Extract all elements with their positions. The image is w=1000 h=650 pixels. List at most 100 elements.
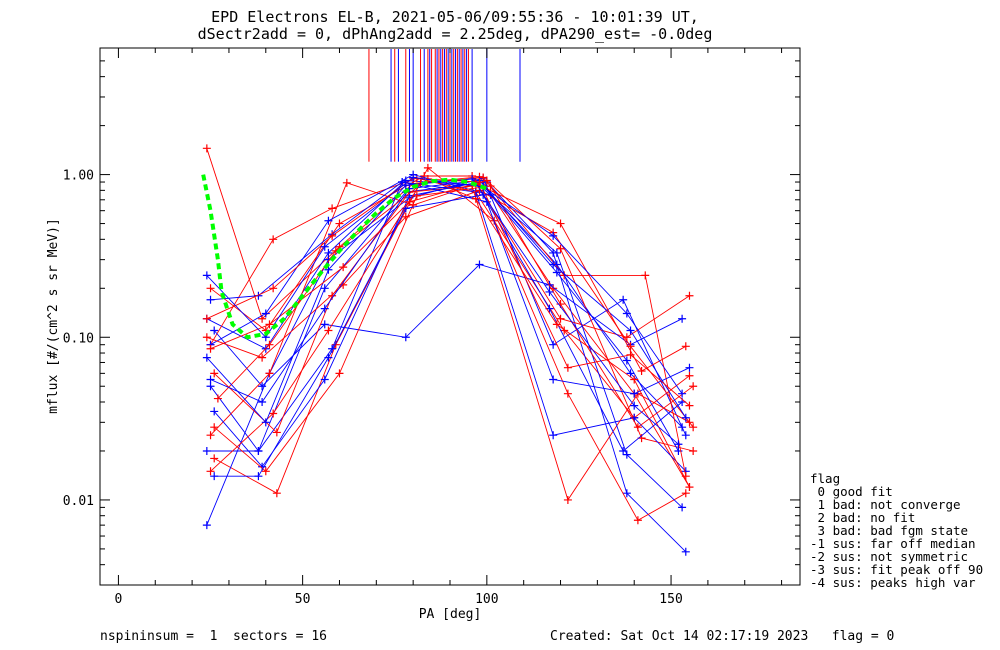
series-line-13 — [213, 182, 683, 468]
data-point-12-3 — [401, 212, 410, 221]
data-point-18-4 — [486, 182, 495, 191]
x-axis-label: PA [deg] — [419, 607, 482, 622]
data-point-6-5 — [556, 314, 565, 323]
data-point-16-1 — [265, 340, 274, 349]
data-point-18-6 — [633, 423, 642, 432]
series-line-22 — [210, 183, 687, 372]
data-point-7-4 — [475, 260, 484, 269]
data-point-11-2 — [324, 216, 333, 225]
series-18 — [210, 182, 698, 476]
legend-entry-1: 1 bad: not converge — [810, 497, 961, 512]
data-point-4-3 — [423, 163, 432, 172]
fit-curve-layer — [201, 174, 488, 340]
footer-created-info: Created: Sat Oct 14 02:17:19 2023 flag =… — [550, 629, 894, 644]
data-point-5-0 — [202, 521, 211, 530]
data-point-22-5 — [556, 219, 565, 228]
data-point-14-6 — [641, 271, 650, 280]
legend-title: flag — [810, 471, 840, 486]
series-line-17 — [206, 178, 683, 508]
data-point-23-3 — [409, 173, 418, 182]
series-22 — [206, 179, 690, 376]
data-point-18-0 — [210, 423, 219, 432]
series-layer — [202, 144, 698, 556]
data-point-18-3 — [412, 191, 421, 200]
data-point-7-3 — [401, 333, 410, 342]
data-point-17-0 — [202, 353, 211, 362]
legend-entry-0: 0 good fit — [810, 484, 893, 499]
data-point-2-2 — [328, 204, 337, 213]
series-line-18 — [213, 185, 694, 472]
data-point-9-1 — [254, 446, 263, 455]
data-point-19-6 — [626, 326, 635, 335]
y-tick-label-1: 0.10 — [63, 331, 94, 346]
data-point-7-1 — [258, 382, 267, 391]
data-point-22-2 — [339, 263, 348, 272]
legend-entry-4: -1 sus: far off median — [810, 536, 976, 551]
series-line-4 — [213, 167, 687, 521]
data-point-8-0 — [206, 431, 215, 440]
data-point-6-7 — [685, 291, 694, 300]
data-point-16-6 — [630, 375, 639, 384]
data-point-22-0 — [206, 344, 215, 353]
chart-title-line1: EPD Electrons EL-B, 2021-05-06/09:55:36 … — [211, 8, 699, 26]
data-point-13-0 — [210, 407, 219, 416]
pitch-angle-tick-marks — [368, 49, 521, 162]
data-point-5-5 — [549, 340, 558, 349]
data-point-3-0 — [206, 382, 215, 391]
data-point-4-6 — [633, 516, 642, 525]
data-point-23-7 — [678, 389, 687, 398]
data-point-23-2 — [320, 242, 329, 251]
data-point-3-2 — [320, 284, 329, 293]
data-point-20-5 — [563, 363, 572, 372]
data-point-20-1 — [269, 284, 278, 293]
data-point-23-0 — [202, 271, 211, 280]
data-point-0-0 — [202, 144, 211, 153]
data-point-22-7 — [681, 342, 690, 351]
data-point-3-6 — [622, 489, 631, 498]
data-point-12-1 — [258, 353, 267, 362]
data-point-19-1 — [258, 397, 267, 406]
x-tick-label-2: 100 — [475, 592, 498, 607]
data-point-21-5 — [545, 287, 554, 296]
data-point-21-1 — [254, 472, 263, 481]
series-7 — [210, 260, 687, 391]
series-line-16 — [217, 178, 690, 488]
series-line-10 — [213, 185, 690, 501]
data-point-10-0 — [210, 369, 219, 378]
data-point-2-1 — [269, 235, 278, 244]
data-point-15-0 — [206, 295, 215, 304]
data-point-15-7 — [685, 363, 694, 372]
series-line-9 — [206, 181, 687, 472]
data-point-10-1 — [272, 428, 281, 437]
x-tick-label-1: 50 — [295, 592, 311, 607]
data-point-8-5 — [556, 244, 565, 253]
data-point-4-1 — [272, 489, 281, 498]
data-point-17-5 — [552, 248, 561, 257]
data-point-15-5 — [549, 375, 558, 384]
data-point-15-6 — [630, 389, 639, 398]
data-point-4-5 — [563, 389, 572, 398]
x-tick-label-0: 0 — [115, 592, 123, 607]
data-point-11-6 — [622, 356, 631, 365]
series-3 — [206, 178, 690, 556]
data-point-5-7 — [681, 431, 690, 440]
data-point-7-0 — [210, 326, 219, 335]
data-point-23-6 — [622, 309, 631, 318]
data-point-19-0 — [206, 375, 215, 384]
data-point-20-2 — [328, 231, 337, 240]
data-point-17-1 — [261, 418, 270, 427]
chart-title-line2: dSectr2add = 0, dPhAng2add = 2.25deg, dP… — [198, 25, 713, 43]
data-point-15-1 — [254, 291, 263, 300]
data-point-17-6 — [622, 450, 631, 459]
series-19 — [206, 176, 690, 422]
data-point-2-7 — [685, 371, 694, 380]
data-point-8-1 — [265, 369, 274, 378]
data-point-22-1 — [265, 320, 274, 329]
data-point-3-7 — [681, 547, 690, 556]
data-point-22-6 — [637, 367, 646, 376]
legend-entry-3: 3 bad: bad fgm state — [810, 523, 968, 538]
series-line-0 — [206, 148, 690, 488]
data-point-19-5 — [549, 260, 558, 269]
data-point-21-6 — [630, 401, 639, 410]
